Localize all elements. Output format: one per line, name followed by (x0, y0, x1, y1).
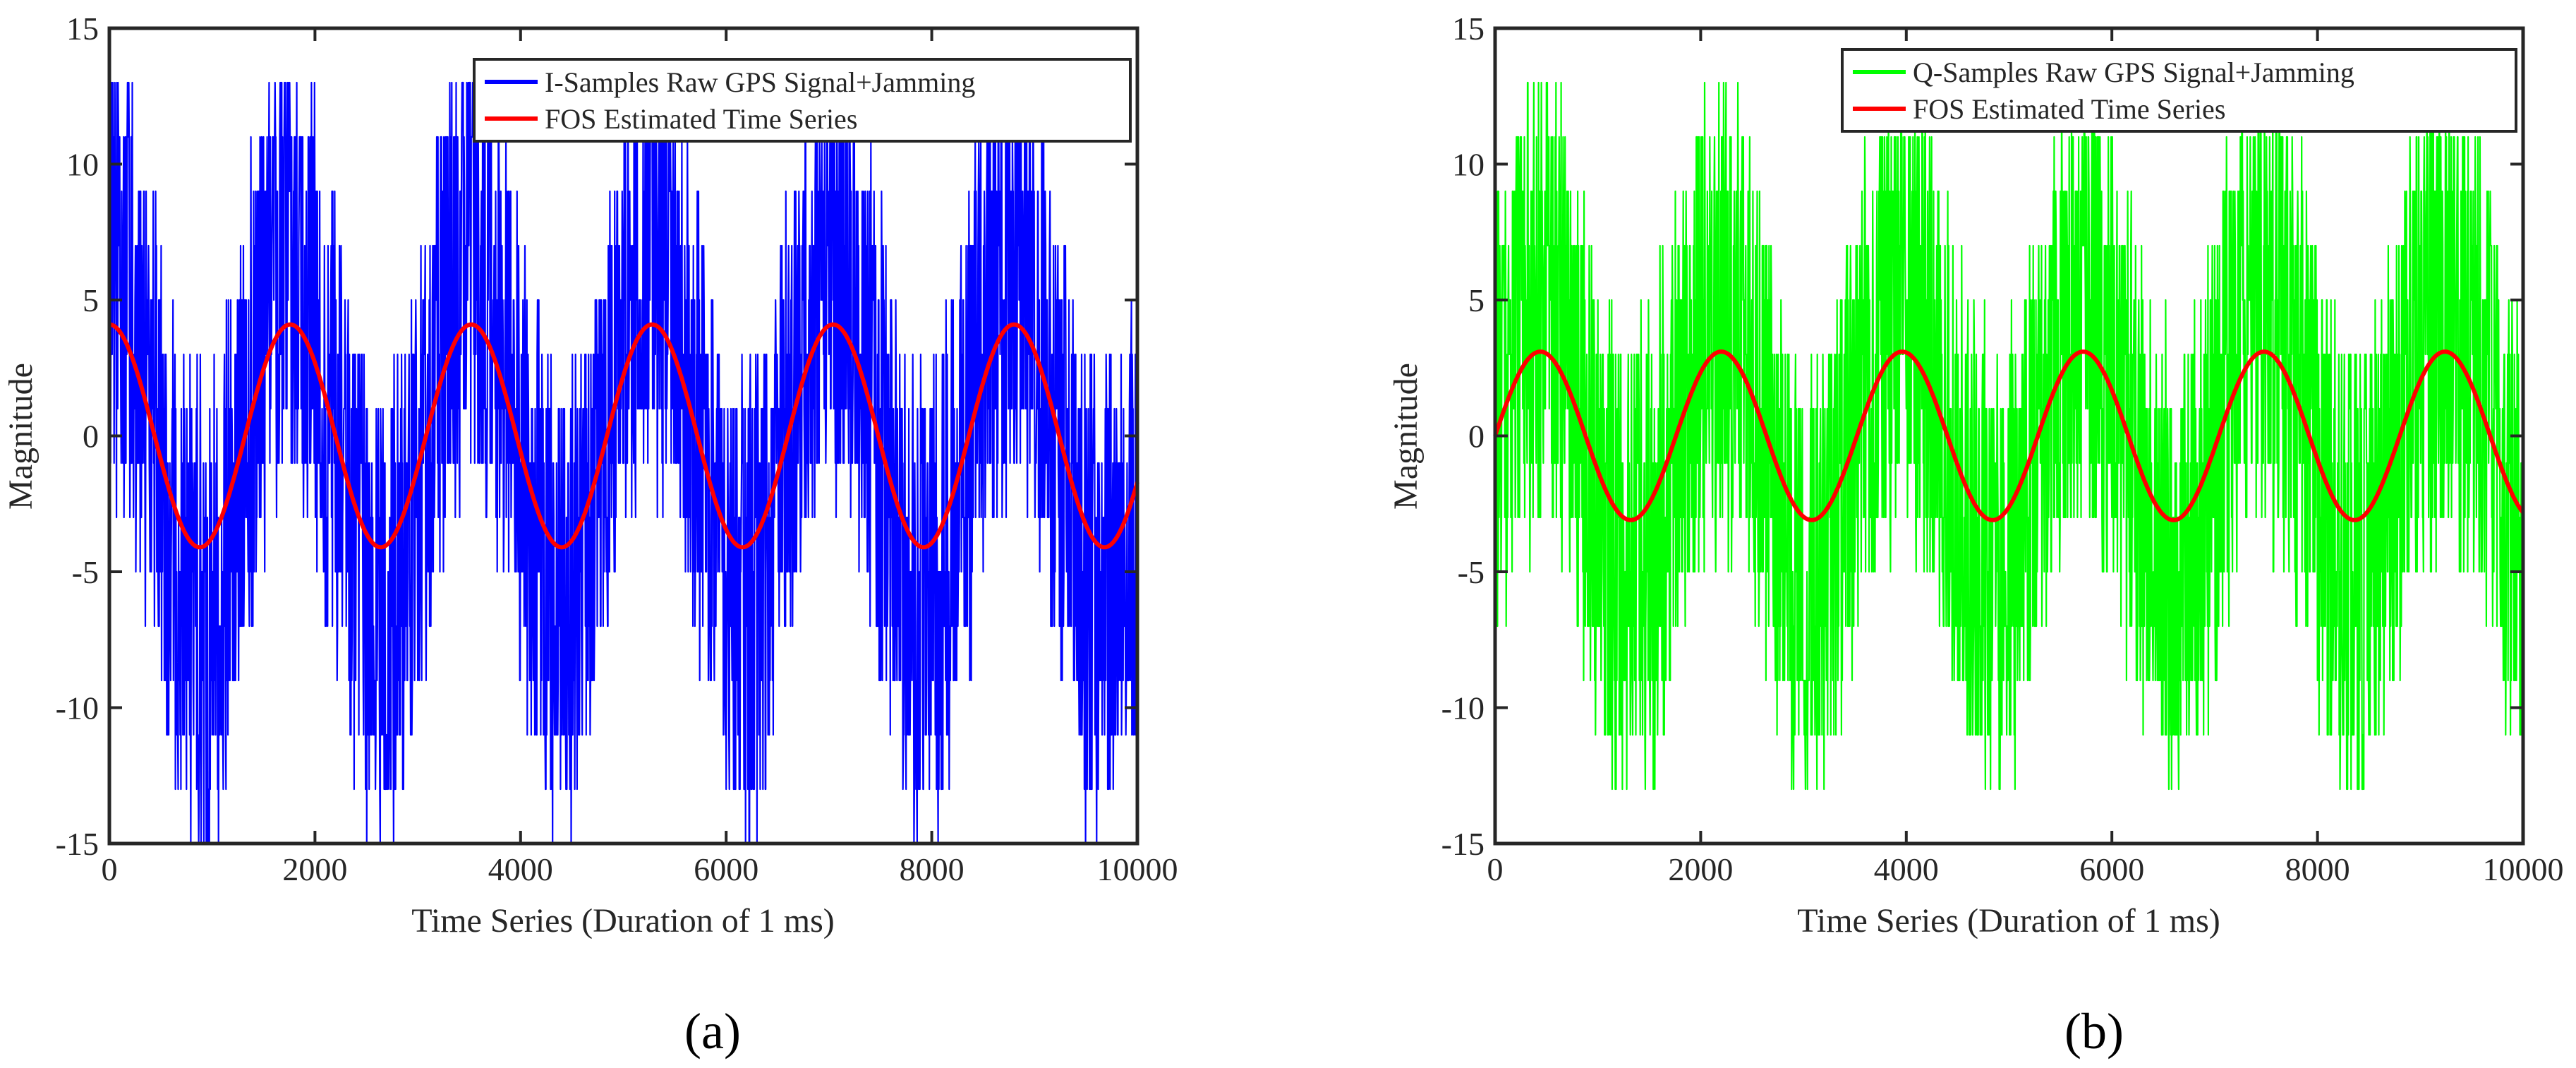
y-tick-label: 0 (1468, 419, 1484, 455)
y-tick-label: -10 (1441, 690, 1484, 726)
x-tick-label: 10000 (1097, 851, 1178, 887)
series-line-estimate (108, 322, 1139, 550)
x-axis-label: Time Series (Duration of 1 ms) (411, 902, 835, 940)
legend-label: Q-Samples Raw GPS Signal+Jamming (1913, 56, 2354, 88)
legend-label: FOS Estimated Time Series (1913, 93, 2225, 125)
y-tick-label: 0 (83, 419, 99, 455)
legend: I-Samples Raw GPS Signal+Jamming FOS Esti… (473, 58, 1132, 143)
series-line-noisy (1494, 81, 2524, 791)
tick-layer: 0 2000 4000 6000 8000 10000 -15 -10 -5 0 5 10 15 (56, 11, 1178, 887)
chart-panel-b: 0 2000 4000 6000 8000 10000 -15 -10 -5 0 5 10 15 Q-S… (1387, 11, 2564, 1060)
legend-box (473, 58, 1132, 143)
legend-label: I-Samples Raw GPS Signal+Jamming (545, 66, 975, 98)
y-tick-label: -10 (56, 690, 99, 726)
y-axis-label: Magnitude (1387, 363, 1425, 510)
y-tick-label: -5 (1458, 554, 1484, 590)
y-tick-label: 15 (1452, 11, 1484, 47)
tick-layer: 0 2000 4000 6000 8000 10000 -15 -10 -5 0 5 10 15 (1441, 11, 2564, 887)
x-tick-label: 0 (1487, 851, 1504, 887)
y-tick-label: 5 (1468, 282, 1484, 318)
x-tick-label: 6000 (2079, 851, 2144, 887)
y-axis-label: Magnitude (2, 363, 40, 510)
legend: Q-Samples Raw GPS Signal+Jamming FOS Esti… (1841, 48, 2517, 133)
series-layer (108, 81, 1139, 845)
series-line-noisy (108, 81, 1139, 845)
series-layer (1493, 81, 2525, 791)
x-tick-label: 10000 (2483, 851, 2564, 887)
x-tick-label: 4000 (1874, 851, 1939, 887)
x-axis-label: Time Series (Duration of 1 ms) (1797, 902, 2220, 940)
x-tick-label: 8000 (900, 851, 965, 887)
series-line-estimate (1493, 349, 2525, 522)
legend-box (1841, 48, 2517, 133)
x-tick-label: 4000 (488, 851, 553, 887)
x-tick-label: 2000 (282, 851, 347, 887)
y-tick-label: 10 (1452, 147, 1484, 183)
y-tick-label: 5 (83, 282, 99, 318)
legend-label: FOS Estimated Time Series (545, 103, 857, 135)
y-tick-label: 15 (66, 11, 99, 47)
x-tick-label: 2000 (1668, 851, 1733, 887)
chart-panel-a: 0 2000 4000 6000 8000 10000 -15 -10 -5 0 5 10 15 I-S… (2, 11, 1178, 1060)
x-tick-label: 8000 (2285, 851, 2350, 887)
y-tick-label: 10 (66, 147, 99, 183)
panel-label: (a) (684, 1003, 741, 1060)
y-tick-label: -5 (72, 554, 99, 590)
y-tick-label: -15 (56, 826, 99, 862)
x-tick-label: 0 (102, 851, 118, 887)
x-tick-label: 6000 (694, 851, 758, 887)
y-tick-label: -15 (1441, 826, 1484, 862)
panel-label: (b) (2064, 1003, 2124, 1060)
